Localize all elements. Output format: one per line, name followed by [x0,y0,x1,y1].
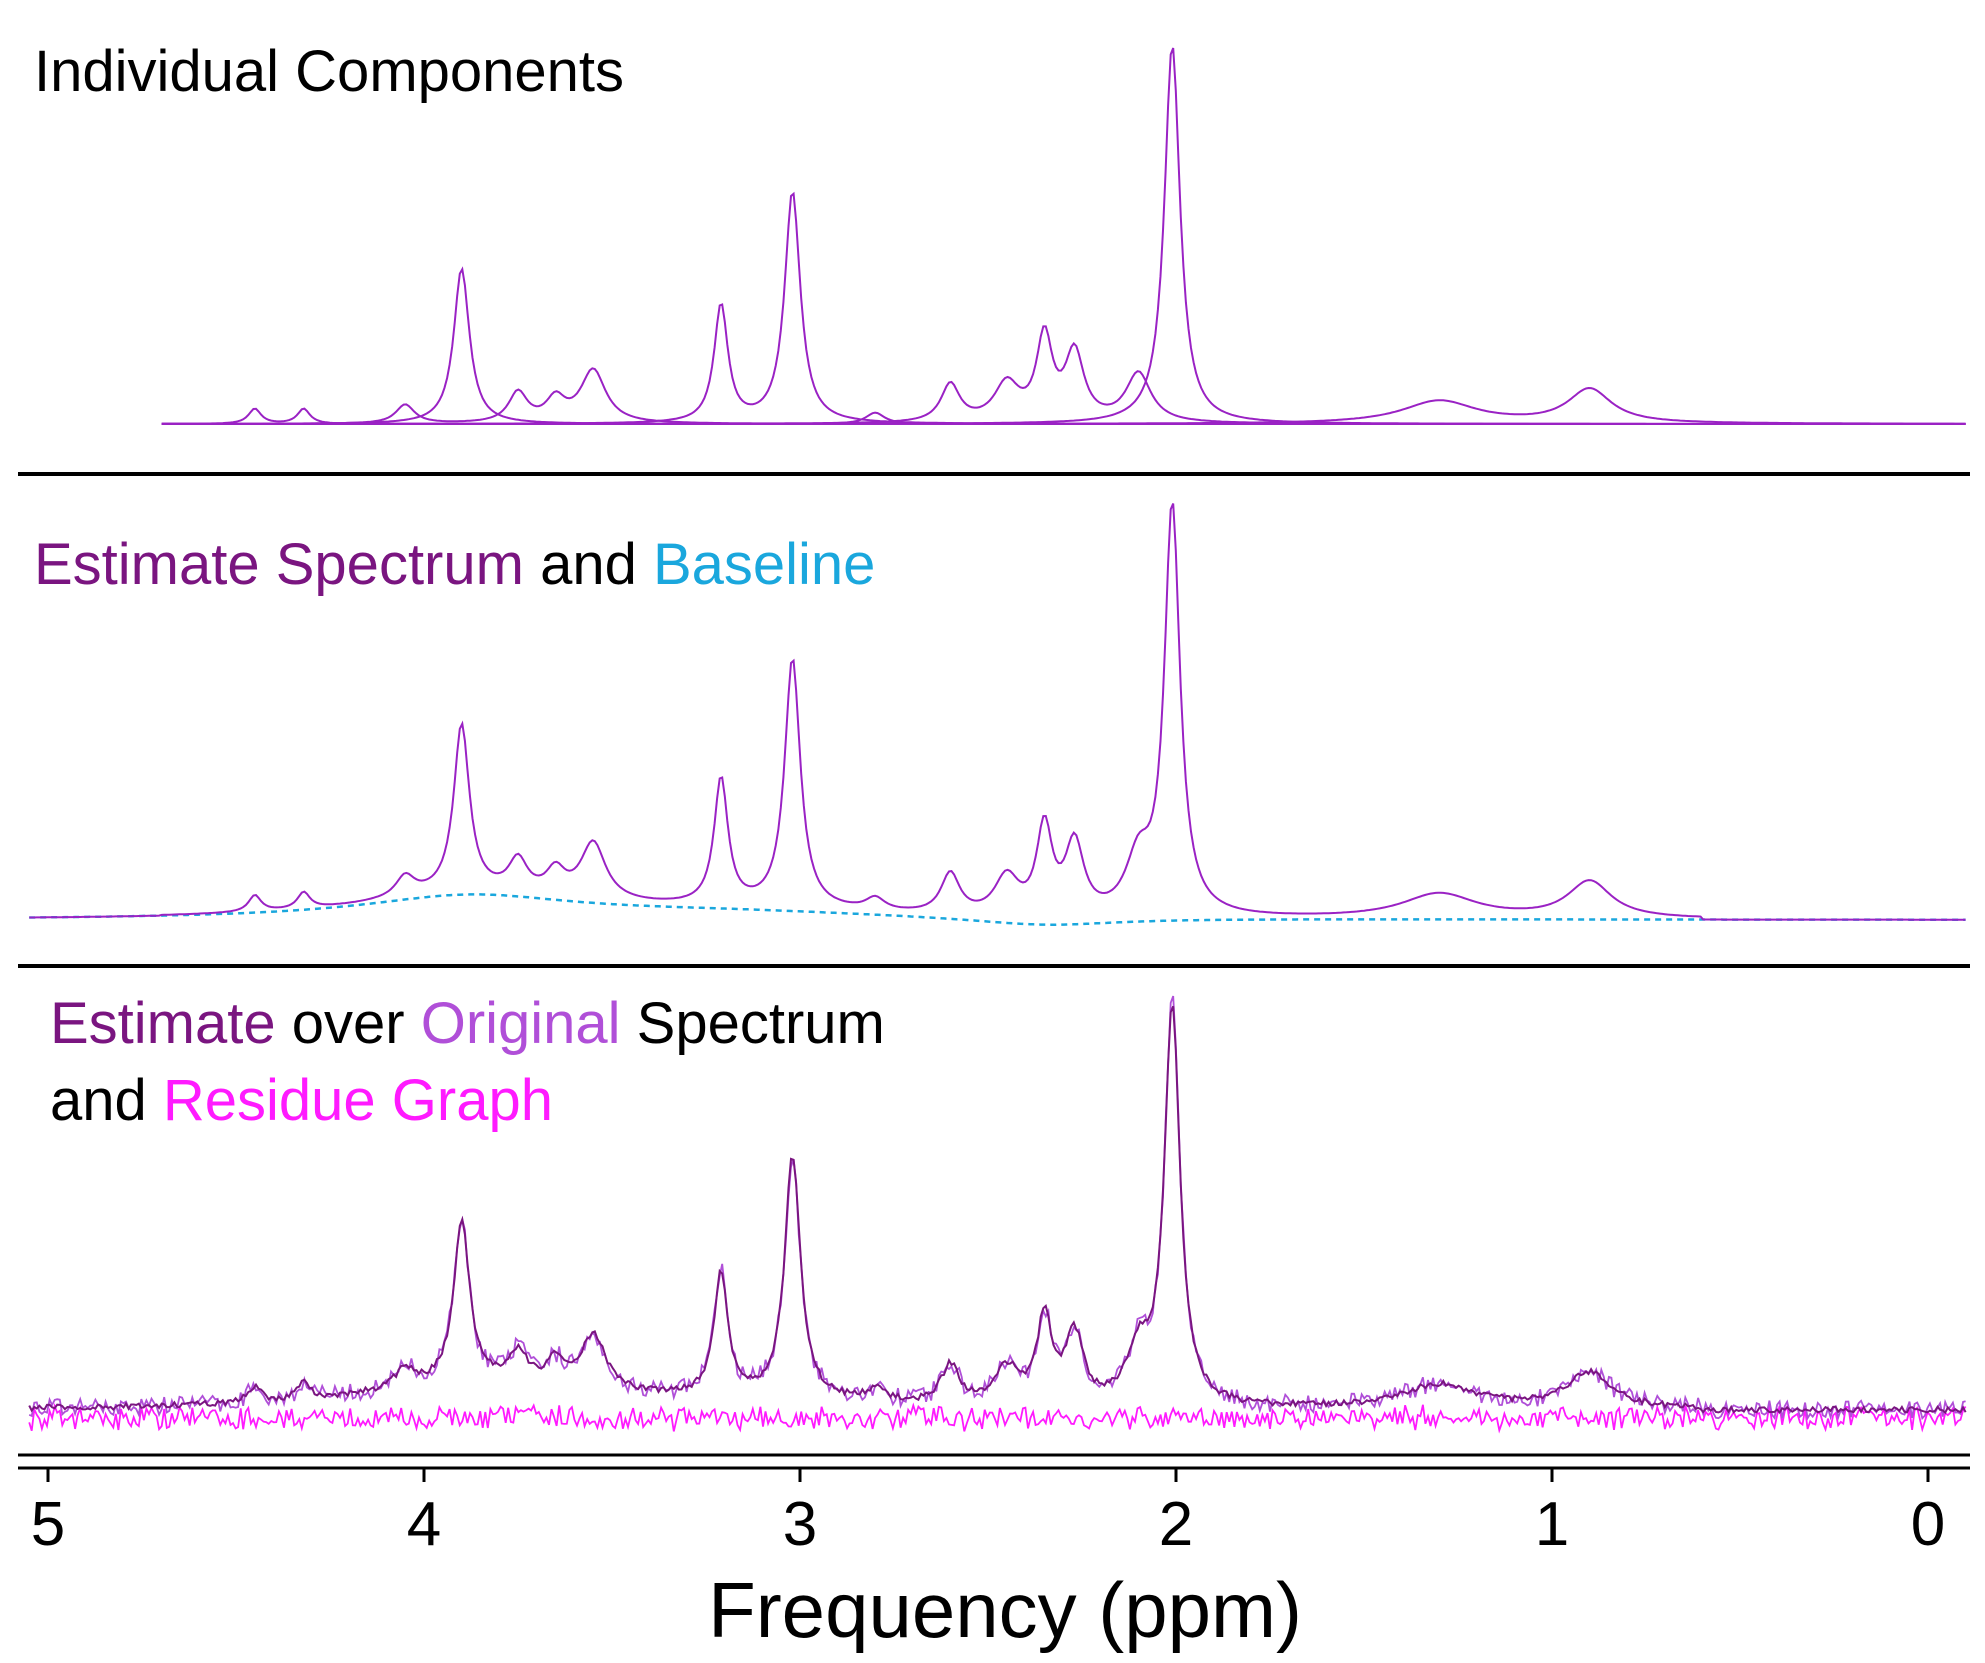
title-2-seg-0: Estimate Spectrum [34,532,524,597]
x-axis-ticks: 5 4 3 2 1 0 [31,1468,1945,1559]
title-3b-seg-1: Residue Graph [163,1068,553,1133]
title-2-seg-2: Baseline [653,532,875,597]
x-tick-label-5: 5 [31,1490,65,1559]
panel-estimate-original-residue: Estimate over Original Spectrum and Resi… [28,991,1967,1434]
panel-title-line-2: and Residue Graph [50,1068,553,1133]
x-axis-title: Frequency (ppm) [708,1566,1302,1654]
title-3a-seg-3: Spectrum [621,991,885,1056]
component-lines [161,47,1966,425]
x-tick-label-2: 2 [1159,1490,1193,1559]
title-2-seg-1: and [524,532,653,597]
component-line-1 [161,191,1966,425]
component-line-3 [161,367,1966,425]
title-3a-seg-2: Original [421,991,621,1056]
panel-estimate-baseline: Estimate Spectrum and Baseline [29,503,1966,926]
title-1-seg-0: Individual Components [34,39,624,104]
title-3a-seg-1: over [276,991,421,1056]
original-spectrum-line [28,995,1966,1421]
title-3a-seg-0: Estimate [50,991,276,1056]
baseline-line [29,893,1966,926]
component-line-5 [161,386,1966,425]
panel-title-estimate-baseline: Estimate Spectrum and Baseline [34,532,875,597]
x-tick-label-0: 0 [1911,1490,1945,1559]
panel-title-line-1: Estimate over Original Spectrum [50,991,885,1056]
estimate-baseline-lines [29,503,1966,926]
panel-title-individual-components: Individual Components [34,39,624,104]
x-tick-label-1: 1 [1535,1490,1569,1559]
residue-line [28,1402,1967,1434]
x-tick-label-4: 4 [407,1490,441,1559]
panel-individual-components: Individual Components [34,39,1966,425]
component-line-6 [161,407,1966,425]
estimate-line [28,1005,1967,1415]
estimate-original-residue-lines [28,995,1967,1434]
x-tick-label-3: 3 [783,1490,817,1559]
x-axis: 5 4 3 2 1 0 Frequency (ppm) [18,1453,1970,1654]
title-3b-seg-0: and [50,1068,163,1133]
component-line-0 [161,266,1966,425]
estimate-spectrum-line [29,503,1966,921]
